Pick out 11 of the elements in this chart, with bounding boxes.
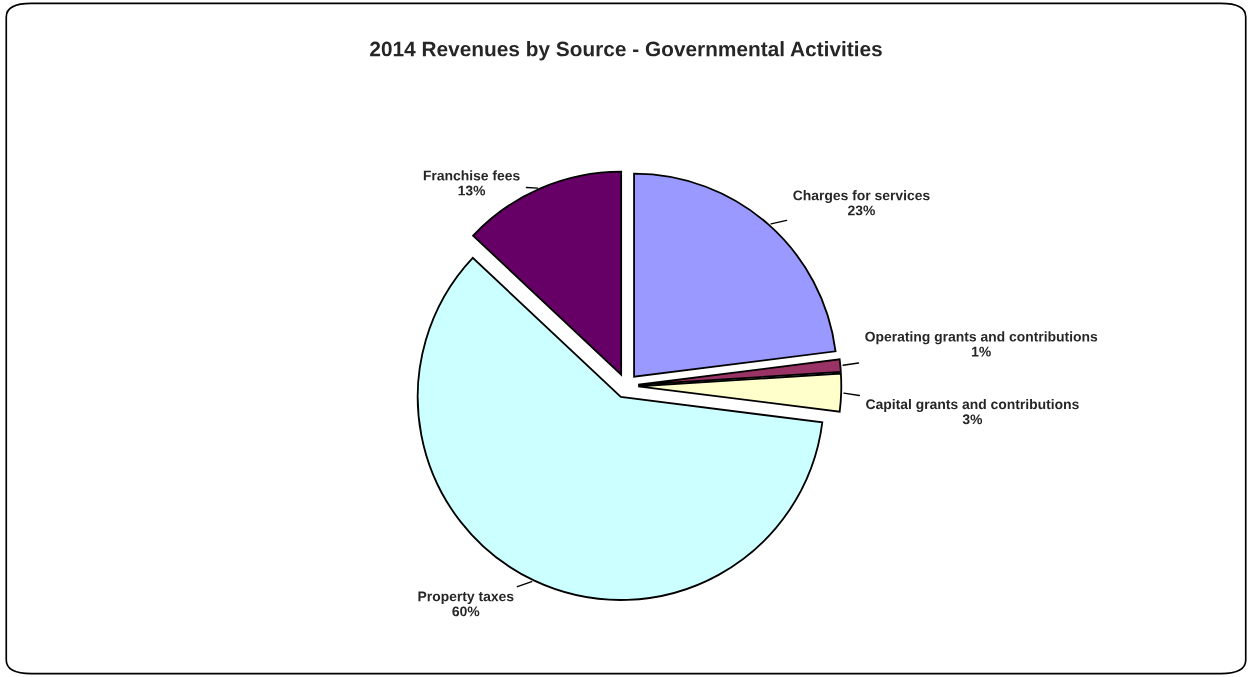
- chart-title: 2014 Revenues by Source - Governmental Activities: [370, 41, 882, 61]
- slice-label: Charges for services: [793, 190, 930, 204]
- data-label: 60%: [452, 606, 480, 617]
- data-label: 23%: [848, 205, 875, 216]
- slice-label: Franchise fees: [423, 170, 520, 181]
- data-label: 13%: [458, 185, 486, 196]
- data-label: 3%: [962, 414, 983, 425]
- slice-label: Property taxes: [418, 591, 514, 605]
- slice-label: Capital grants and contributions: [866, 398, 1079, 412]
- data-label: 1%: [972, 346, 991, 357]
- slice-label: Operating grants and contributions: [865, 331, 1098, 345]
